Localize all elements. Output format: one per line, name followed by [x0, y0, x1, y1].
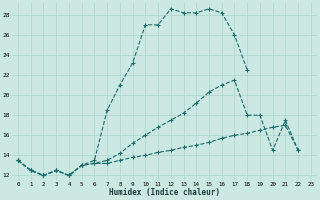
X-axis label: Humidex (Indice chaleur): Humidex (Indice chaleur) [109, 188, 220, 197]
